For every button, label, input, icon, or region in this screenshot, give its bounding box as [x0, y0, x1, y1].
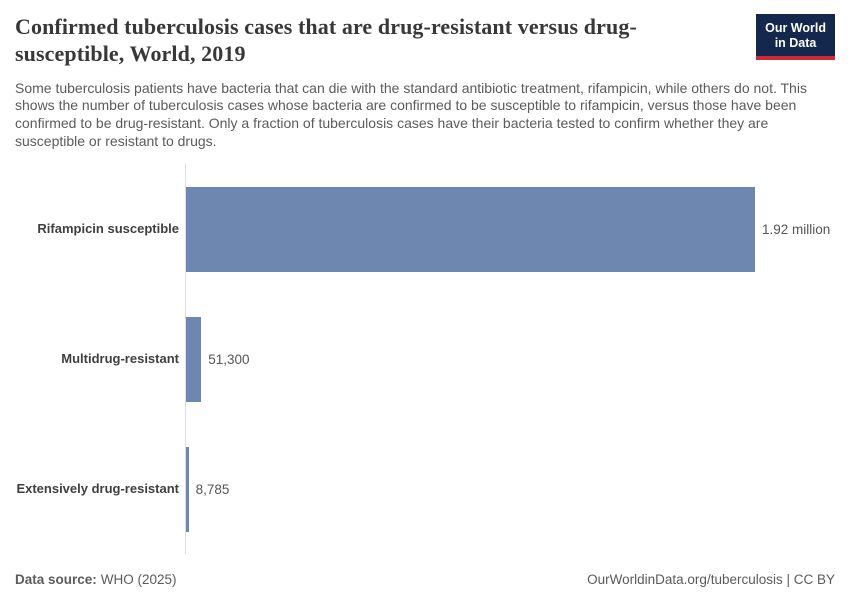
bar-track: 1.92 million: [185, 164, 835, 295]
data-source-value: WHO (2025): [100, 572, 177, 587]
owid-logo[interactable]: Our World in Data: [756, 14, 835, 60]
category-label: Multidrug-resistant: [61, 350, 179, 366]
category-label: Rifampicin susceptible: [37, 220, 179, 236]
chart-rows: Rifampicin susceptible 1.92 million Multid…: [15, 164, 835, 555]
chart-subtitle: Some tuberculosis patients have bacteria…: [15, 79, 807, 149]
bar[interactable]: [186, 446, 189, 532]
value-label: 1.92 million: [762, 221, 831, 237]
chart-title: Confirmed tuberculosis cases that are dr…: [15, 14, 637, 66]
owid-logo-line2: in Data: [774, 36, 817, 50]
bar-track: 51,300: [185, 294, 835, 425]
bar-track: 8,785: [185, 424, 835, 555]
bar-row: Multidrug-resistant 51,300: [15, 294, 835, 425]
bar-chart: Rifampicin susceptible 1.92 million Multid…: [15, 164, 835, 555]
bar[interactable]: [186, 186, 755, 272]
category-label: Extensively drug-resistant: [16, 480, 179, 496]
footer: Data source: WHO (2025) OurWorldinData.or…: [15, 572, 835, 587]
owid-logo-line1: Our World: [765, 21, 826, 35]
header: Confirmed tuberculosis cases that are dr…: [15, 14, 835, 68]
value-label: 8,785: [195, 481, 230, 497]
bar[interactable]: [186, 316, 202, 402]
attribution-link[interactable]: OurWorldinData.org/tuberculosis | CC BY: [587, 572, 835, 587]
value-label: 51,300: [208, 351, 250, 367]
bar-row: Rifampicin susceptible 1.92 million: [15, 164, 835, 295]
bar-row: Extensively drug-resistant 8,785: [15, 424, 835, 555]
data-source: Data source: WHO (2025): [15, 572, 177, 587]
data-source-label: Data source:: [15, 572, 97, 587]
